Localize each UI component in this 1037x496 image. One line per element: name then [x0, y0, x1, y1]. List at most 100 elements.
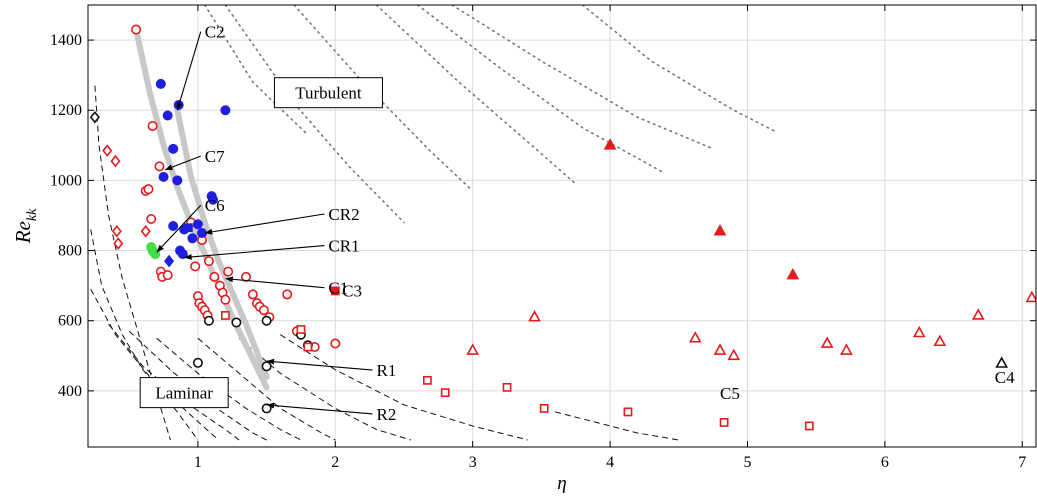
data-point-circle [241, 271, 252, 282]
x-tick-label: 4 [606, 454, 614, 471]
data-point-circle [192, 219, 203, 230]
data-point-square [804, 421, 814, 431]
dashed-curve [156, 337, 302, 441]
transition-band [174, 107, 270, 380]
x-tick-label: 5 [743, 454, 751, 471]
y-tick-label: 800 [58, 243, 82, 260]
data-point-circle [330, 338, 341, 349]
annotation-label: CR1 [328, 237, 359, 256]
annotation-label: C2 [205, 23, 225, 42]
annotation-label: C4 [995, 368, 1015, 387]
data-point-circle [158, 171, 169, 182]
annotation-arrow-line [204, 213, 325, 234]
annotation-arrow-head [204, 228, 213, 235]
data-point-circle [190, 261, 201, 272]
annotation-label: C7 [205, 147, 225, 166]
data-point-diamond [164, 254, 175, 268]
data-point-circle [282, 289, 293, 300]
x-tick-label: 1 [194, 454, 202, 471]
dashed-curve [90, 229, 199, 441]
region-label: Laminar [155, 384, 213, 403]
region-label-box [273, 77, 383, 109]
data-point-circle [168, 221, 179, 232]
annotation-arrow-head [184, 253, 192, 260]
x-tick-label: 3 [469, 454, 477, 471]
dotted-curve [204, 5, 309, 136]
data-point-square [330, 286, 340, 296]
annotation-label: C5 [720, 384, 740, 403]
dashed-curve [197, 337, 336, 441]
data-point-diamond [140, 224, 151, 238]
y-tick-label: 400 [58, 383, 82, 400]
data-point-diamond [110, 154, 121, 168]
plot-background [88, 5, 1036, 447]
annotation-arrow-head [266, 358, 275, 365]
data-point-circle [220, 105, 231, 116]
dashed-curve [94, 85, 171, 441]
data-point-diamond [89, 110, 100, 124]
data-point-circle [168, 143, 179, 154]
y-tick-label: 1000 [50, 172, 82, 189]
annotation-arrow-line [176, 31, 202, 111]
annotation-arrow-head [266, 402, 275, 409]
data-point-square [220, 311, 230, 320]
data-point-circle [231, 317, 242, 328]
data-point-circle [192, 357, 203, 368]
data-point-triangle [603, 138, 617, 150]
dotted-curve [416, 5, 666, 175]
annotation-label: C1 [328, 279, 348, 298]
data-point-square [719, 418, 729, 427]
data-point-triangle [933, 334, 947, 347]
annotation-arrow-head [156, 244, 164, 253]
data-point-circle [143, 184, 154, 195]
y-axis-label-main: Re [11, 221, 35, 244]
data-point-triangle [1025, 290, 1036, 303]
data-point-circle [261, 315, 272, 326]
data-point-triangle [912, 325, 926, 338]
data-point-circle [147, 121, 158, 132]
data-point-square [440, 388, 450, 398]
dotted-curve [375, 5, 577, 185]
data-point-circle [258, 305, 269, 316]
dashed-curve [108, 323, 240, 441]
data-point-square [183, 223, 193, 233]
annotation-label: R1 [377, 361, 397, 380]
annotation-arrow-line [266, 360, 373, 371]
dotted-curve [293, 5, 474, 192]
data-point-circle [172, 175, 183, 186]
data-point-circle [223, 266, 234, 277]
x-tick-label: 7 [1018, 454, 1026, 471]
x-tick-label: 2 [331, 454, 339, 471]
data-point-square [303, 342, 313, 352]
data-point-square [539, 404, 549, 413]
dashed-curve [280, 334, 528, 441]
data-point-circle [220, 294, 231, 305]
data-point-diamond [102, 144, 113, 157]
annotation-label: R2 [377, 405, 397, 424]
data-point-triangle [971, 308, 985, 320]
annotation-arrow-head [176, 102, 183, 111]
annotation-arrow-line [184, 245, 325, 259]
region-label: Turbulent [295, 84, 362, 103]
data-point-square [422, 375, 432, 385]
x-tick-label: 6 [881, 454, 889, 471]
data-point-circle [154, 161, 165, 172]
annotation-arrow-line [225, 278, 325, 289]
data-point-circle [177, 249, 188, 260]
annotation-arrow-head [164, 164, 173, 170]
data-point-circle [261, 403, 272, 414]
data-point-triangle [466, 343, 480, 355]
y-tick-label: 1200 [50, 102, 82, 119]
dashed-curve [554, 411, 679, 441]
data-point-diamond [111, 224, 122, 238]
y-axis-label-subscript: kk [25, 208, 40, 221]
transition-band [133, 26, 270, 391]
data-point-circle [146, 213, 157, 224]
annotation-label: C6 [205, 196, 225, 215]
data-point-circle [209, 271, 220, 282]
data-point-triangle [820, 336, 834, 348]
region-label-box [139, 377, 229, 409]
annotation-arrow-line [156, 204, 202, 253]
